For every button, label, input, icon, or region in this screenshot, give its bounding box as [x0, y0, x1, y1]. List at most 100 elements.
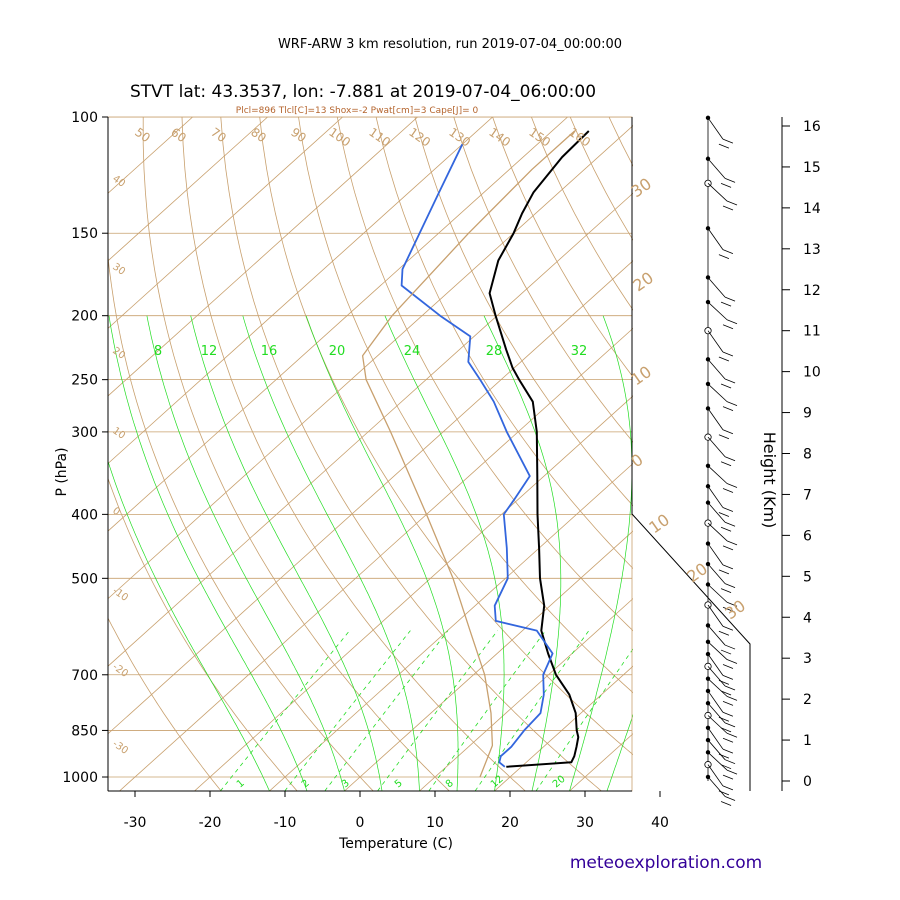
wind-barb — [707, 486, 724, 508]
height-tick-label: 3 — [803, 651, 812, 667]
moist-adiabat — [569, 315, 633, 791]
wind-barb-flag — [724, 178, 736, 183]
wind-barb — [707, 228, 724, 250]
wind-barb-flag — [718, 512, 730, 517]
wind-barb-flag — [720, 801, 732, 806]
wind-barb-flag — [722, 429, 734, 435]
wind-barb — [707, 752, 728, 771]
isotherm — [269, 462, 633, 791]
wind-barb-flag — [724, 796, 736, 801]
wind-barb — [707, 277, 726, 298]
moist-adiabat — [483, 315, 562, 791]
wind-barb-flag — [720, 649, 732, 655]
isotherm — [194, 395, 633, 791]
wind-barb-flag — [724, 456, 736, 462]
y-tick-label: 500 — [71, 571, 98, 587]
wind-barb-flag — [726, 601, 738, 607]
mixing-ratio-line — [535, 648, 633, 791]
moist-adiabat-label-top: 8 — [154, 344, 162, 359]
height-tick-label: 7 — [803, 487, 812, 503]
mixing-ratio-line — [284, 630, 411, 791]
y-tick-label: 400 — [71, 507, 98, 523]
theta-label: 140 — [486, 125, 513, 150]
wind-barb-flag — [718, 143, 730, 149]
height-tick-label: 13 — [803, 242, 821, 258]
wind-barb-flag — [720, 727, 732, 733]
height-tick-label: 2 — [803, 692, 812, 708]
theta-label: 80 — [248, 125, 269, 145]
mixing-ratio-line — [324, 630, 449, 791]
wind-barb-flag — [720, 588, 732, 594]
plot-frame — [107, 116, 633, 792]
x-axis-label: Temperature (C) — [338, 836, 453, 852]
wind-barb-flag — [722, 564, 734, 570]
wind-barb-flag — [718, 434, 730, 440]
moist-adiabat-label-top: 12 — [201, 344, 218, 359]
wind-barb-flag — [724, 296, 736, 302]
isotherm — [108, 117, 193, 194]
wind-barb-flag — [722, 711, 734, 717]
y-tick-label: 850 — [71, 723, 98, 739]
wind-barb-flag — [722, 507, 734, 512]
y-tick-label: 250 — [71, 373, 98, 389]
isotherm — [108, 117, 268, 262]
wind-barb-flag — [724, 583, 736, 589]
y-tick-label: 300 — [71, 425, 98, 441]
mixing-ratio-label: 8 — [444, 778, 456, 791]
wind-barb-flag — [726, 401, 738, 407]
isotherm — [119, 327, 633, 791]
wind-barb-flag — [720, 526, 732, 532]
dry-adiabat — [181, 117, 526, 791]
height-tick-label: 9 — [803, 406, 812, 422]
y-tick-label: 200 — [71, 309, 98, 325]
moist-adiabat-label-top: 16 — [261, 344, 278, 359]
moist-adiabat-label-top: 24 — [404, 344, 421, 359]
dry-adiabat — [336, 117, 633, 632]
wind-barb — [707, 522, 728, 542]
isotherm — [108, 117, 493, 465]
wind-barb — [707, 563, 726, 584]
mixing-ratio-label: 12 — [489, 774, 506, 791]
moist-adiabat — [242, 315, 420, 791]
wind-barb — [707, 543, 724, 566]
wind-barb-flag — [724, 378, 736, 384]
credit-link[interactable]: meteoexploration.com — [570, 853, 762, 873]
moist-adiabat-label: 0 — [110, 505, 122, 518]
theta-label: 90 — [288, 125, 309, 145]
wind-barb-flag — [726, 769, 738, 775]
mixing-ratio-line — [220, 630, 350, 791]
moist-adiabat — [146, 315, 345, 791]
theta-label: 130 — [446, 125, 473, 150]
wind-barb-flag — [724, 521, 736, 527]
wind-barb — [707, 158, 726, 179]
y-tick-label: 1000 — [62, 770, 98, 786]
height-tick-label: 0 — [803, 774, 812, 790]
x-tick-label: 30 — [576, 815, 594, 831]
wind-barb-flag — [718, 254, 730, 260]
wind-barb-flag — [722, 774, 734, 780]
mixing-ratio-label: 20 — [551, 774, 568, 791]
x-tick-label: 0 — [356, 815, 365, 831]
x-tick-label: 40 — [651, 815, 669, 831]
isotherm — [494, 665, 633, 791]
wind-barb-flag — [724, 759, 736, 765]
wind-barb-flag — [722, 625, 734, 631]
wind-barb-flag — [726, 483, 738, 488]
moist-adiabat-label: 20 — [110, 345, 127, 361]
dry-adiabat — [492, 117, 633, 378]
isotherm — [344, 530, 633, 791]
moist-adiabat-label-top: 28 — [486, 344, 503, 359]
moist-adiabat-label: -10 — [110, 585, 130, 603]
moist-adiabat-label: 40 — [110, 173, 127, 189]
x-tick-label: -10 — [274, 815, 297, 831]
dry-adiabat — [414, 117, 633, 507]
wind-barb-flag — [722, 606, 734, 612]
y-tick-label: 100 — [71, 110, 98, 126]
mixing-ratio-line — [428, 630, 546, 791]
height-tick-label: 5 — [803, 569, 812, 585]
wind-barbs — [704, 115, 738, 806]
isotherm — [108, 117, 343, 329]
isotherm — [108, 192, 633, 667]
mixing-ratio-line — [474, 630, 590, 791]
